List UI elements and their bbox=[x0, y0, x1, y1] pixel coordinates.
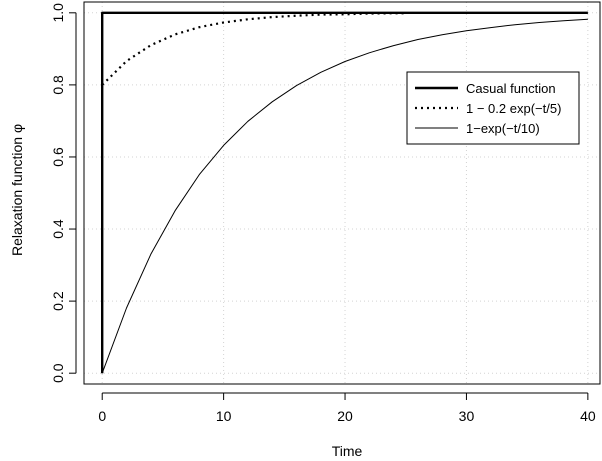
plot-frame bbox=[83, 1, 601, 385]
x-tick-label: 10 bbox=[216, 408, 232, 424]
y-tick-label: 0.4 bbox=[50, 219, 66, 239]
x-axis: 0 10 20 30 40 bbox=[98, 392, 596, 424]
series-line-1 bbox=[100, 11, 588, 374]
y-axis: 0.0 0.2 0.4 0.6 0.8 1.0 bbox=[50, 3, 77, 383]
x-tick-label: 0 bbox=[98, 408, 106, 424]
legend-box bbox=[406, 71, 580, 145]
x-tick-label: 40 bbox=[580, 408, 596, 424]
legend: Casual function 1 − 0.2 exp(−t/5) 1−exp(−t… bbox=[406, 71, 580, 145]
x-tick-label: 30 bbox=[459, 408, 475, 424]
x-tick-label: 20 bbox=[337, 408, 353, 424]
legend-label-2: 1 − 0.2 exp(−t/5) bbox=[466, 101, 561, 116]
y-tick-label: 0.6 bbox=[50, 147, 66, 167]
y-tick-label: 0.8 bbox=[50, 75, 66, 95]
y-axis-label: Relaxation function φ bbox=[9, 124, 25, 256]
y-tick-label: 0.0 bbox=[50, 363, 66, 383]
legend-label-3: 1−exp(−t/10) bbox=[466, 121, 540, 136]
y-tick-label: 1.0 bbox=[50, 3, 66, 23]
y-tick-label: 0.2 bbox=[50, 291, 66, 311]
series-line-3 bbox=[101, 18, 588, 374]
legend-label-1: Casual function bbox=[466, 81, 556, 96]
series-group bbox=[100, 11, 588, 374]
x-axis-label: Time bbox=[332, 443, 363, 459]
